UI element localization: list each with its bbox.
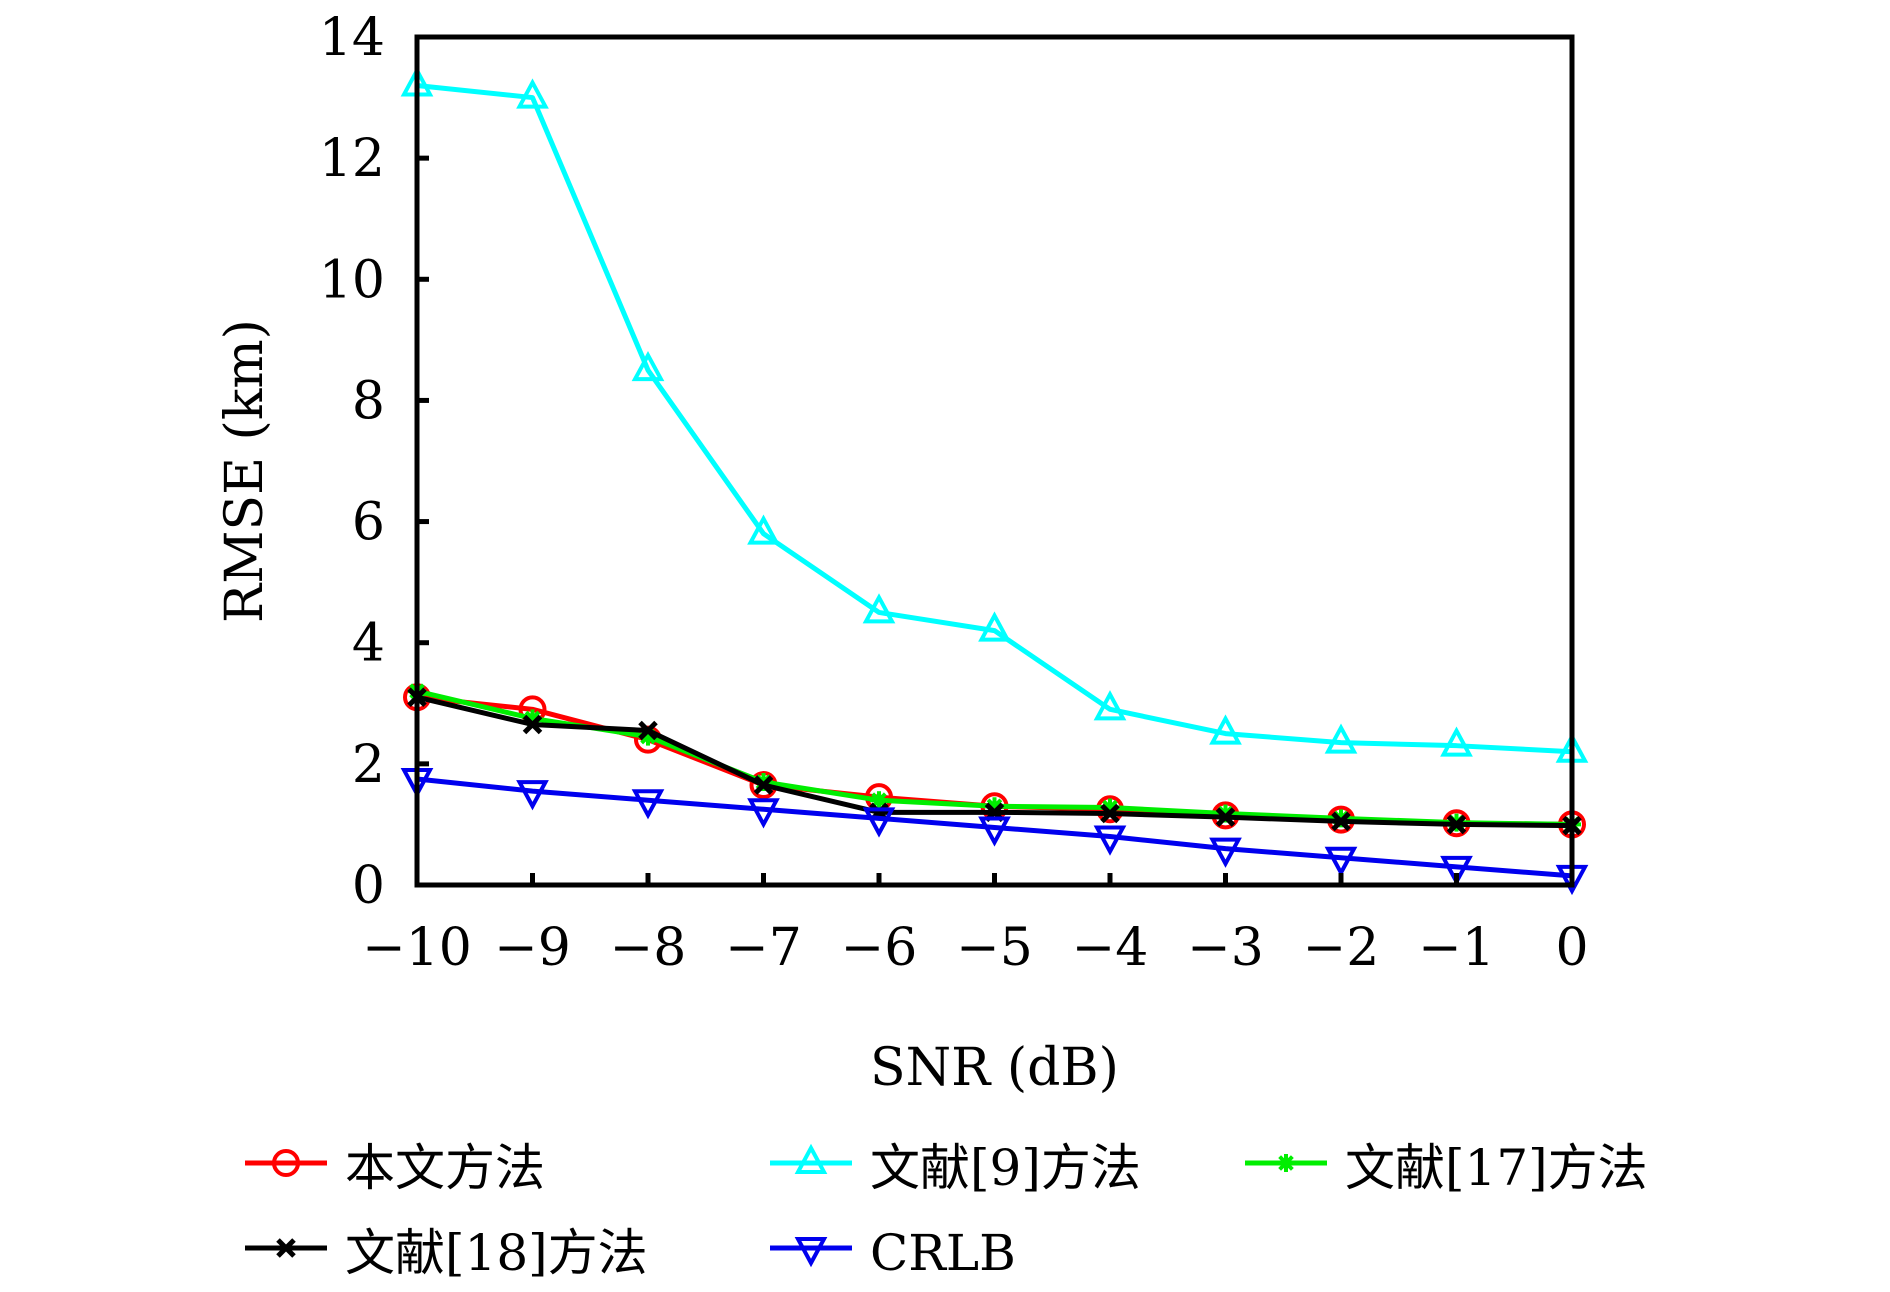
x-tick-label: −6 [841, 918, 918, 978]
x-tick-label: −4 [1072, 918, 1149, 978]
legend-label: 文献[17]方法 [1345, 1139, 1648, 1197]
y-tick-label: 0 [352, 856, 385, 916]
x-axis-ticks: −10 −9 −8 −7 −6 −5 −4 −3 −2 −1 0 [362, 873, 1589, 978]
data-point [1209, 714, 1242, 745]
x-tick-label: −7 [725, 918, 802, 978]
x-tick-label: −9 [494, 918, 571, 978]
legend-item: 本文方法 [245, 1139, 545, 1197]
data-point [978, 816, 1011, 847]
x-tick-label: −1 [1418, 918, 1495, 978]
plot-frame [414, 34, 1575, 888]
legend-marker [272, 1149, 300, 1177]
legend-item: 文献[17]方法 [1245, 1139, 1648, 1197]
legend-marker [276, 1238, 296, 1258]
data-point [1331, 811, 1351, 832]
legend-item: CRLB [770, 1224, 1016, 1282]
data-point [516, 780, 549, 811]
x-marker-stroke [276, 1238, 296, 1258]
data-point [747, 514, 780, 545]
data-point [631, 789, 665, 820]
data-point [522, 714, 543, 735]
data-point [638, 720, 658, 741]
x-marker-stroke [1215, 807, 1236, 827]
x-marker-stroke [522, 714, 543, 735]
x-marker-stroke [1100, 803, 1120, 824]
x-tick-label: 0 [1555, 918, 1588, 978]
series-1 [400, 66, 1589, 763]
x-marker-stroke [1331, 811, 1351, 832]
x-tick-label: −2 [1303, 918, 1380, 978]
data-point [1324, 723, 1358, 754]
x-tick-label: −3 [1187, 918, 1264, 978]
asterisk-marker-stroke [871, 792, 887, 808]
data-point [1440, 726, 1473, 757]
data-point [870, 791, 888, 810]
y-axis-label: RMSE (km) [215, 319, 275, 623]
data-point [1215, 807, 1236, 827]
data-point [862, 807, 896, 838]
plot-series [400, 66, 1589, 896]
series-line [416, 776, 1573, 879]
y-tick-label: 2 [352, 735, 385, 795]
y-tick-label: 8 [352, 371, 385, 431]
legend-marker [794, 1237, 828, 1268]
legend-item: 文献[9]方法 [770, 1139, 1141, 1197]
y-tick-label: 6 [352, 493, 385, 553]
y-axis-ticks: 0 2 4 6 8 10 12 14 [319, 8, 429, 916]
x-tick-label: −10 [362, 918, 472, 978]
data-point [516, 78, 549, 109]
data-point [1446, 814, 1467, 835]
legend-label: 本文方法 [345, 1139, 545, 1197]
x-marker-stroke [1446, 814, 1467, 835]
data-point [1209, 837, 1242, 868]
x-tick-label: −5 [956, 918, 1033, 978]
data-point [753, 775, 774, 795]
x-tick-label: −8 [610, 918, 687, 978]
data-point [1440, 855, 1473, 887]
legend-label: 文献[9]方法 [870, 1139, 1141, 1197]
y-tick-label: 12 [319, 129, 385, 189]
data-point [1093, 825, 1127, 856]
y-tick-label: 4 [352, 614, 385, 674]
x-marker-stroke [638, 720, 658, 741]
data-point [747, 798, 780, 829]
y-tick-label: 14 [319, 8, 385, 68]
legend-item: 文献[18]方法 [245, 1224, 648, 1282]
data-point [978, 611, 1011, 642]
data-point [1093, 690, 1127, 721]
legend-label: 文献[18]方法 [345, 1224, 648, 1282]
x-marker-stroke [753, 775, 774, 795]
x-axis-label: SNR (dB) [870, 1038, 1119, 1098]
y-tick-label: 10 [319, 250, 385, 310]
legend-marker [1277, 1154, 1295, 1172]
data-point [1100, 803, 1120, 824]
asterisk-marker-stroke [1278, 1155, 1294, 1171]
data-point [631, 350, 665, 382]
series-3 [407, 687, 1582, 836]
legend-label: CRLB [870, 1224, 1016, 1282]
data-point [862, 593, 896, 624]
legend-marker [794, 1143, 828, 1174]
series-4 [400, 768, 1589, 896]
data-point [1324, 846, 1358, 877]
series-line [416, 82, 1573, 755]
